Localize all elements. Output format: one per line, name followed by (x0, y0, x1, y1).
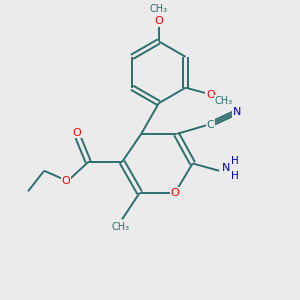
Text: H: H (231, 171, 239, 181)
Text: O: O (62, 176, 70, 186)
Text: CH₃: CH₃ (150, 4, 168, 14)
Text: O: O (171, 188, 179, 198)
Text: O: O (154, 16, 163, 26)
Text: CH₃: CH₃ (215, 96, 233, 106)
Text: N: N (221, 163, 230, 173)
Text: CH₃: CH₃ (112, 222, 130, 232)
Text: N: N (233, 107, 242, 117)
Text: H: H (231, 156, 239, 167)
Text: O: O (72, 128, 81, 137)
Text: O: O (206, 90, 215, 100)
Text: C: C (206, 120, 214, 130)
